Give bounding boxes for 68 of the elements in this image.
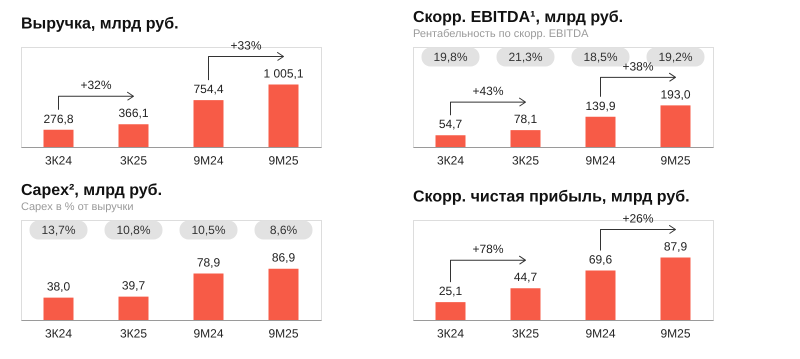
annotation: +32%	[80, 78, 112, 92]
text: +33%	[230, 38, 262, 52]
data-label: 44,7	[514, 270, 538, 284]
data-label: 139,9	[585, 98, 616, 113]
x-tick-label: 9М24	[193, 154, 224, 168]
bar	[660, 105, 690, 147]
data-label: 366,1	[118, 106, 149, 120]
chart-title: Скорр. чистая прибыль, млрд руб.	[413, 188, 690, 206]
text: 21,3%	[508, 50, 543, 64]
data-label: 54,7	[438, 117, 462, 132]
text: 18,5%	[583, 50, 618, 64]
data-label: 86,9	[272, 250, 296, 265]
text: 10,5%	[191, 223, 226, 237]
x-tick-label: 3К25	[120, 154, 148, 168]
text: 10,8%	[116, 223, 151, 237]
x-tick-label: 9М24	[585, 326, 616, 340]
text: +38%	[622, 59, 654, 74]
text: +43%	[472, 84, 504, 98]
bar	[436, 135, 466, 147]
x-tick-label: 3К25	[512, 154, 540, 168]
data-label: 78,1	[514, 112, 538, 126]
data-label: 1 005,1	[263, 66, 304, 80]
data-label: 78,9	[196, 255, 220, 270]
x-tick-label: 9М24	[193, 326, 224, 340]
bar	[268, 268, 298, 320]
text: 8,6%	[270, 223, 298, 237]
bar	[436, 302, 466, 320]
bar	[586, 116, 616, 147]
data-label: 25,1	[438, 284, 462, 298]
chart-subtitle: Capex в % от выручки	[21, 201, 134, 213]
chart-title: Capex², млрд руб.	[21, 182, 162, 199]
text: 19,8%	[433, 50, 468, 64]
data-label: 69,6	[588, 252, 612, 267]
x-tick-label: 9М25	[660, 154, 691, 168]
x-tick-label: 9М25	[660, 326, 691, 340]
x-tick-label: 9М25	[268, 326, 299, 340]
x-tick-label: 3К24	[44, 154, 72, 168]
data-label: 754,4	[193, 82, 224, 96]
bar	[44, 130, 74, 147]
bar	[194, 100, 224, 147]
bar	[44, 298, 74, 320]
bar	[660, 258, 690, 320]
chart-title: Скорр. EBITDA¹, млрд руб.	[413, 9, 624, 26]
x-tick-label: 3К24	[436, 154, 464, 168]
bar	[118, 124, 148, 147]
bar	[268, 84, 298, 147]
chart-title: Выручка, млрд руб.	[21, 16, 179, 32]
chart-subtitle: Рентабельность по скорр. EBITDA	[413, 28, 590, 40]
x-tick-label: 3К25	[512, 326, 540, 340]
x-tick-label: 3К25	[120, 326, 148, 340]
data-label: 87,9	[664, 240, 688, 254]
bar	[510, 288, 540, 320]
data-label: 193,0	[660, 87, 691, 102]
text: 19,2%	[658, 50, 693, 64]
x-tick-label: 9М24	[585, 154, 616, 168]
bar	[510, 130, 540, 147]
text: 13,7%	[41, 223, 76, 237]
data-label: 38,0	[46, 280, 70, 294]
x-tick-label: 9М25	[268, 154, 299, 168]
bar	[194, 273, 224, 320]
x-tick-label: 3К24	[436, 326, 464, 340]
text: +26%	[622, 212, 654, 226]
bar	[118, 296, 148, 320]
bar	[586, 270, 616, 320]
x-tick-label: 3К24	[44, 326, 72, 340]
data-label: 39,7	[122, 278, 146, 293]
data-label: 276,8	[43, 112, 74, 126]
text: +78%	[472, 242, 504, 256]
